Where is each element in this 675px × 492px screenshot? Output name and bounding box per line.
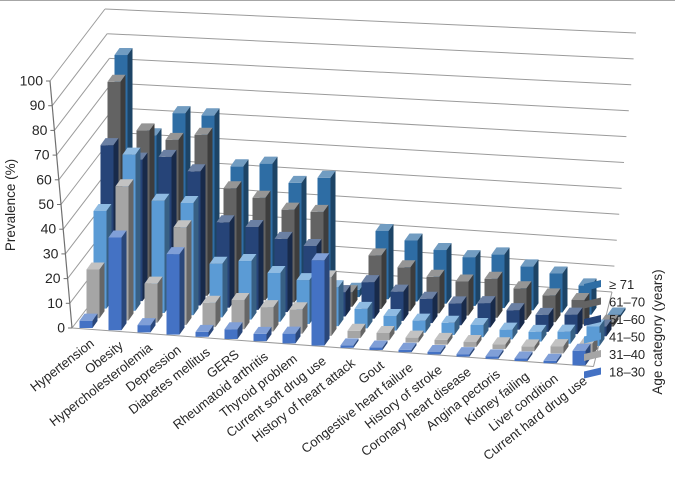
bar <box>253 326 272 342</box>
bar <box>412 313 431 333</box>
legend-label: 18–30 <box>609 365 645 380</box>
legend-label: 51–60 <box>609 312 645 327</box>
legend-item: 18–30 <box>584 365 645 380</box>
legend-item: 31–40 <box>584 347 645 362</box>
bar <box>166 247 185 335</box>
legend-label: ≥ 71 <box>609 277 634 292</box>
legend-label: 61–70 <box>609 295 645 310</box>
legend-swatch <box>584 367 601 379</box>
bar <box>470 318 489 338</box>
bar <box>543 353 562 364</box>
y-axis-tick-label: 30 <box>43 245 59 261</box>
series-axis-title: Age category (years) <box>650 269 665 394</box>
legend-swatch <box>584 297 601 309</box>
y-axis-tick-label: 100 <box>20 73 44 89</box>
bar <box>354 301 373 329</box>
series-row-18–30 <box>79 230 591 366</box>
legend-swatch <box>584 315 601 326</box>
bar <box>260 300 279 332</box>
legend-swatch <box>584 332 601 344</box>
legend: ≥ 71 61–70 51–60 41–50 31–40 18–30 <box>584 277 645 380</box>
bar <box>398 342 417 353</box>
bar <box>340 338 359 348</box>
legend-label: 41–50 <box>609 330 645 345</box>
bar <box>282 326 301 344</box>
y-axis-tick-label: 60 <box>36 171 52 187</box>
y-axis-tick-label: 0 <box>57 320 65 336</box>
bar <box>144 276 163 323</box>
bar <box>492 337 511 350</box>
y-axis-title: Prevalence (%) <box>3 159 18 251</box>
bar <box>202 295 221 328</box>
bar <box>427 344 446 355</box>
bars <box>79 48 626 366</box>
bar <box>369 340 388 350</box>
bar <box>79 313 98 328</box>
bar <box>224 322 243 339</box>
legend-item: ≥ 71 <box>584 277 634 292</box>
bar <box>376 325 395 341</box>
bar <box>137 318 156 333</box>
bar <box>521 339 540 352</box>
y-axis-tick-label: 90 <box>30 97 46 113</box>
bar <box>347 323 366 339</box>
x-axis-labels: HypertensionObesityHypercholesterolemiaD… <box>27 336 590 464</box>
y-axis-tick-label: 70 <box>34 147 50 163</box>
bar <box>463 335 482 347</box>
bar <box>485 349 504 359</box>
bar <box>550 339 569 354</box>
bar <box>405 330 424 343</box>
bar <box>434 332 453 345</box>
y-axis-tick-label: 10 <box>47 295 63 311</box>
bar <box>86 262 105 319</box>
bar <box>499 322 518 340</box>
y-axis-tick-label: 80 <box>32 122 48 138</box>
y-axis-tick-label: 20 <box>45 270 61 286</box>
legend-item: 61–70 <box>584 295 645 310</box>
bar <box>456 347 475 357</box>
legend-label: 31–40 <box>609 347 645 362</box>
y-axis-tick-label: 50 <box>38 196 54 212</box>
legend-item: 41–50 <box>584 330 645 345</box>
bar <box>441 315 460 335</box>
legend-swatch <box>584 350 601 361</box>
bar <box>108 230 127 331</box>
bar <box>528 324 547 342</box>
bar <box>231 293 250 330</box>
legend-item: 51–60 <box>584 312 645 327</box>
bar <box>514 351 533 361</box>
y-axis-tick-label: 40 <box>41 221 57 237</box>
legend-swatch <box>584 280 601 291</box>
bar <box>311 253 330 346</box>
bar <box>195 324 214 337</box>
